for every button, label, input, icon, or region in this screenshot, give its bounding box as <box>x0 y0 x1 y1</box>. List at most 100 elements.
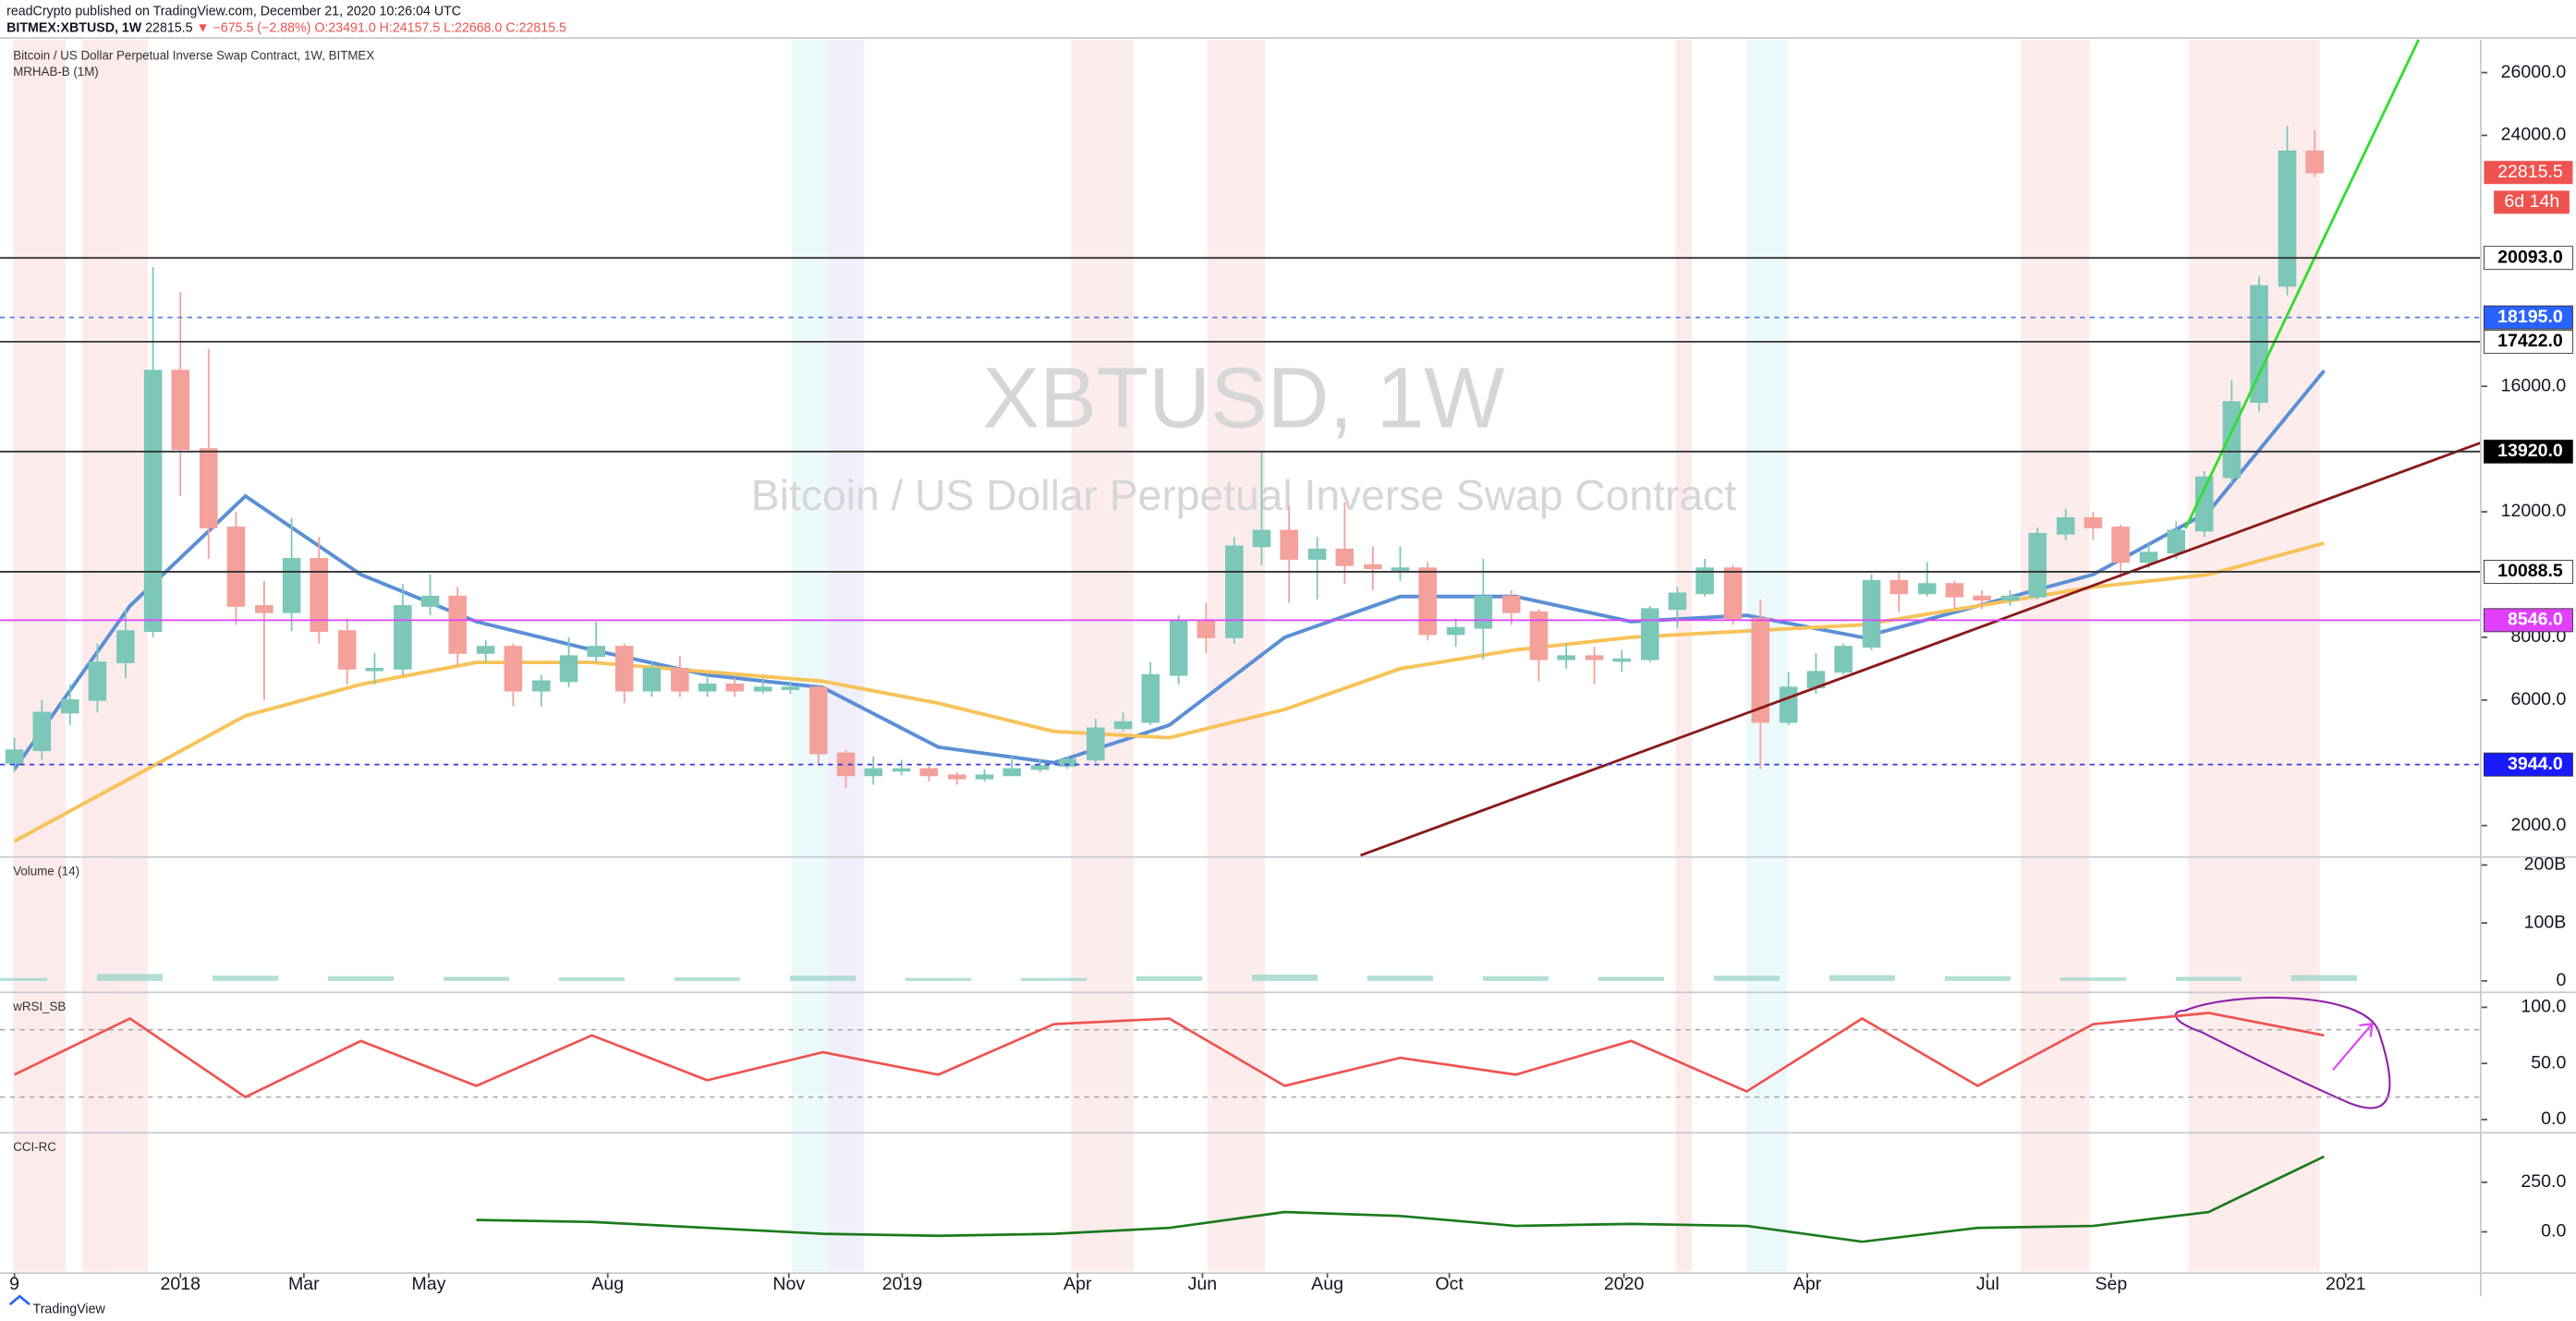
candle-body <box>725 683 745 692</box>
last-price-label: 22815.5 <box>2497 162 2563 182</box>
candle-body <box>1834 646 1853 673</box>
logo <box>8 1294 30 1306</box>
candle-body <box>1973 595 1991 601</box>
candle-body <box>1640 608 1659 660</box>
candle-body <box>2305 150 2324 174</box>
stripe <box>2188 39 2320 1272</box>
volume-bar <box>1713 976 1780 981</box>
candle-body <box>2084 516 2103 528</box>
x-tick-label: Jul <box>1976 1274 1999 1294</box>
watermark-subtitle: Bitcoin / US Dollar Perpetual Inverse Sw… <box>751 471 1736 519</box>
price-label-box <box>2483 752 2573 777</box>
candle-body <box>1335 548 1355 566</box>
candle-body <box>1087 727 1105 761</box>
y-tick-label: 100.0 <box>2521 997 2566 1017</box>
candle-body <box>671 667 689 692</box>
y-tick-label: 26000.0 <box>2501 62 2567 82</box>
price-label-box <box>2483 305 2573 330</box>
x-tick-label: Nov <box>772 1274 805 1294</box>
candle-body <box>2167 529 2185 554</box>
volume-bar <box>97 974 164 981</box>
candle-body <box>919 768 939 777</box>
candle-body <box>1307 548 1327 560</box>
volume-bar <box>1251 974 1318 981</box>
symbol: BITMEX:XBTUSD, 1W <box>6 20 142 35</box>
candle-body <box>394 605 412 670</box>
candle-body <box>1141 673 1160 723</box>
y-tick-label: 12000.0 <box>2501 501 2567 521</box>
candle-body <box>1002 768 1021 777</box>
candle-body <box>2111 527 2130 564</box>
candle-body <box>448 595 468 654</box>
candle-body <box>5 749 24 764</box>
candle-body <box>476 646 495 654</box>
volume-bar <box>674 977 741 981</box>
candle-body <box>1252 529 1271 548</box>
y-tick-label: 0 <box>2556 970 2566 990</box>
candle-body <box>1917 583 1937 595</box>
y-tick-label: 2000.0 <box>2511 815 2567 835</box>
x-tick-label: 9 <box>9 1274 19 1294</box>
candle-body <box>226 527 246 607</box>
candle-body <box>116 630 135 663</box>
candle-body <box>88 661 107 701</box>
pane-title: CCI-RC <box>13 1140 56 1154</box>
price-label-box <box>2483 246 2573 271</box>
candle-body <box>143 370 163 632</box>
candle-body <box>781 686 800 690</box>
price-label: 8546.0 <box>2508 609 2563 629</box>
candle-body <box>2028 532 2047 598</box>
overlay-line <box>13 541 2325 843</box>
candle-body <box>1280 529 1298 560</box>
price-label-box <box>2483 329 2573 354</box>
candle-body <box>698 683 717 692</box>
price-label-box <box>2483 608 2573 633</box>
last-price: 22815.5 <box>145 20 192 35</box>
candle-body <box>836 752 856 777</box>
candle-body <box>1391 567 1410 571</box>
candle-body <box>642 667 662 692</box>
candle-body <box>1612 658 1632 662</box>
candle-body <box>1668 592 1687 611</box>
candle-body <box>809 686 828 755</box>
y-tick-label: 16000.0 <box>2501 375 2567 395</box>
candle-body <box>1197 621 1216 638</box>
x-tick-label: 2019 <box>882 1274 923 1294</box>
volume-bar <box>558 977 626 981</box>
candle-body <box>587 646 606 658</box>
candle-body <box>1364 564 1382 570</box>
y-tick-label: 100B <box>2524 912 2567 932</box>
candle-body <box>337 630 357 670</box>
candle-body <box>2250 285 2268 404</box>
x-tick-label: 2018 <box>161 1274 201 1294</box>
candle-body <box>1030 765 1050 770</box>
x-tick-label: Apr <box>1063 1274 1092 1294</box>
candle-body <box>255 605 273 613</box>
indicator-title: MRHAB-B (1M) <box>13 65 99 79</box>
candle-body <box>1169 621 1188 676</box>
volume-bar <box>1367 976 1434 981</box>
candle-body <box>199 448 218 528</box>
countdown-label: 6d 14h <box>2504 191 2559 212</box>
indicator-line <box>14 1012 2325 1099</box>
candle-body <box>892 768 911 772</box>
candle-body <box>1225 545 1244 638</box>
volume-bar <box>2175 976 2242 981</box>
candle-body <box>1557 655 1575 660</box>
candle-body <box>1779 686 1798 723</box>
y-tick-label: 200B <box>2524 854 2567 875</box>
candle-body <box>1751 617 1770 723</box>
candle-body <box>1585 655 1604 660</box>
stripe <box>2021 39 2090 1272</box>
stripe <box>13 39 67 1272</box>
candle-body <box>559 655 578 683</box>
candle-body <box>310 558 329 632</box>
candle-body <box>1418 567 1437 636</box>
overlay-line <box>13 369 2326 770</box>
candle-body <box>948 774 966 780</box>
candle-body <box>614 646 634 692</box>
volume-bar <box>2290 975 2357 981</box>
drawing-loop <box>2174 996 2391 1109</box>
